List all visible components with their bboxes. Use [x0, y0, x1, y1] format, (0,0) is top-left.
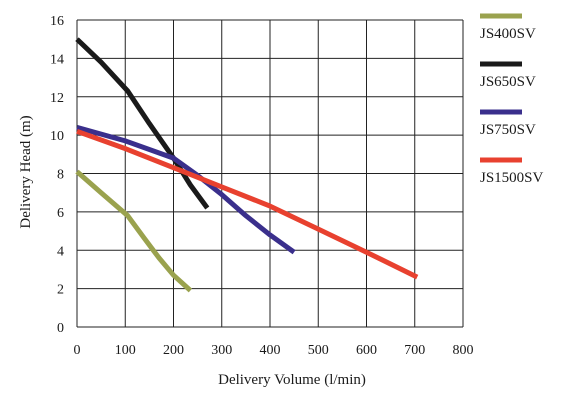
legend-label: JS750SV	[480, 122, 536, 138]
series-line-js1500sv	[76, 128, 419, 280]
y-axis-label: Delivery Head (m)	[18, 115, 34, 228]
y-tick-label: 16	[50, 14, 64, 29]
y-tick-label: 10	[50, 129, 64, 144]
plot-area	[75, 37, 419, 293]
series-line-js650sv	[75, 37, 210, 210]
x-tick-label: 100	[115, 343, 136, 358]
x-tick-label: 600	[356, 343, 377, 358]
legend-label: JS400SV	[480, 26, 536, 42]
x-tick-label: 500	[308, 343, 329, 358]
series-line-js750sv	[76, 124, 296, 255]
legend: JS400SV JS650SV JS750SV JS1500SV	[480, 13, 544, 186]
y-tick-label: 14	[50, 52, 64, 67]
series-line-js400sv	[75, 169, 193, 293]
legend-label: JS1500SV	[480, 170, 544, 186]
y-tick-label: 0	[57, 321, 64, 336]
y-tick-label: 2	[57, 283, 64, 298]
y-tick-label: 4	[57, 244, 64, 259]
x-tick-label: 800	[453, 343, 474, 358]
grid	[76, 19, 464, 328]
y-tick-label: 6	[57, 206, 64, 221]
x-tick-label: 0	[74, 343, 81, 358]
x-axis-label: Delivery Volume (l/min)	[218, 372, 366, 388]
y-tick-label: 8	[57, 168, 64, 183]
y-tick-label: 12	[50, 91, 64, 106]
x-tick-label: 300	[211, 343, 232, 358]
x-tick-label: 700	[404, 343, 425, 358]
x-tick-label: 200	[163, 343, 184, 358]
x-tick-label: 400	[260, 343, 281, 358]
tick-labels: 0 100 200 300 400 500 600 700 800 0 2 4 6 8 10 12 14 16	[50, 14, 474, 358]
legend-label: JS650SV	[480, 74, 536, 90]
